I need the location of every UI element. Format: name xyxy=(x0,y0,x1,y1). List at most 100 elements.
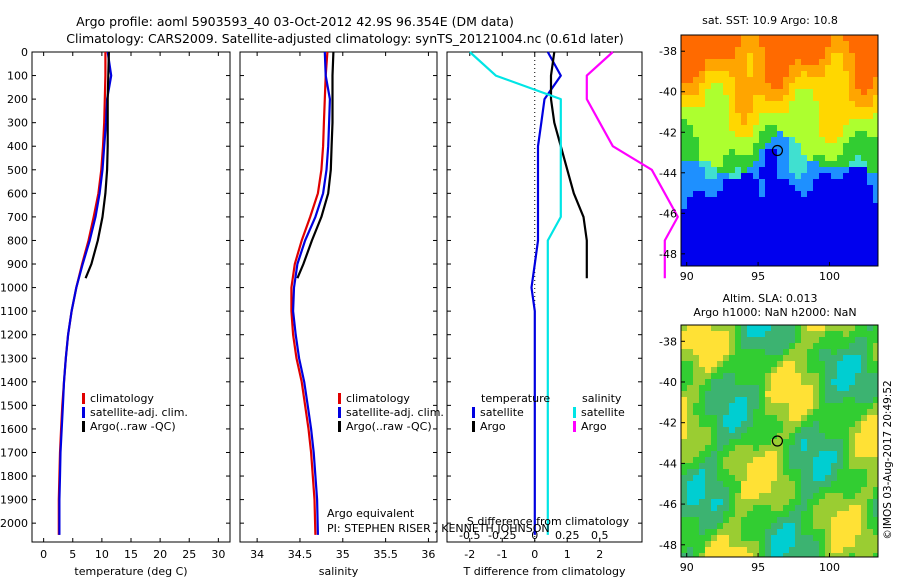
map-cell xyxy=(699,373,705,379)
map-cell xyxy=(867,209,873,215)
map-cell xyxy=(747,251,753,257)
map-cell xyxy=(843,445,849,451)
map-cell xyxy=(783,191,789,197)
map-cell xyxy=(831,475,837,481)
map-cell xyxy=(747,263,753,266)
map-cell xyxy=(729,245,735,251)
map-cell xyxy=(813,47,819,53)
map-cell xyxy=(861,427,867,433)
map-cell xyxy=(723,119,729,125)
map-cell xyxy=(759,529,765,535)
map-cell xyxy=(855,89,861,95)
map-cell xyxy=(681,409,687,415)
map-cell xyxy=(861,197,867,203)
map-cell xyxy=(813,65,819,71)
map-cell xyxy=(759,143,765,149)
map-cell xyxy=(867,83,873,89)
map-cell xyxy=(813,487,819,493)
map-cell xyxy=(813,191,819,197)
map-cell xyxy=(735,101,741,107)
map-cell xyxy=(873,457,878,463)
map-cell xyxy=(735,209,741,215)
map-cell xyxy=(699,343,705,349)
map-cell xyxy=(855,361,861,367)
map-cell xyxy=(861,149,867,155)
map-cell xyxy=(747,469,753,475)
map-cell xyxy=(837,397,843,403)
map-cell xyxy=(735,161,741,167)
map-cell xyxy=(783,263,789,266)
map-cell xyxy=(747,373,753,379)
map-cell xyxy=(831,331,837,337)
map-cell xyxy=(765,463,771,469)
salinity-panel: 34 34.5 35 35.5 36salinityclimatologysatelli… xyxy=(239,51,444,578)
map-cell xyxy=(735,505,741,511)
map-cell xyxy=(843,155,849,161)
map-cell xyxy=(723,487,729,493)
map-cell xyxy=(801,119,807,125)
map-cell xyxy=(861,233,867,239)
map-cell xyxy=(831,523,837,529)
map-cell xyxy=(795,415,801,421)
map-cell xyxy=(723,517,729,523)
map-cell xyxy=(705,415,711,421)
map-cell xyxy=(681,35,687,41)
map-cell xyxy=(777,523,783,529)
map-cell xyxy=(741,511,747,517)
map-cell xyxy=(849,469,855,475)
map-cell xyxy=(753,373,759,379)
map-cell xyxy=(801,215,807,221)
map-cell xyxy=(843,161,849,167)
map-cell xyxy=(765,397,771,403)
map-cell xyxy=(801,263,807,266)
map-cell xyxy=(855,263,861,266)
map-cell xyxy=(807,421,813,427)
map-cell xyxy=(783,535,789,541)
map-cell xyxy=(873,523,878,529)
map-cell xyxy=(723,451,729,457)
map-cell xyxy=(795,397,801,403)
map-cell xyxy=(861,119,867,125)
map-cell xyxy=(741,251,747,257)
y-tick-label: 1300 xyxy=(0,352,28,365)
map-cell xyxy=(771,433,777,439)
map-cell xyxy=(819,143,825,149)
map-cell xyxy=(741,505,747,511)
map-cell xyxy=(747,523,753,529)
map-cell xyxy=(861,439,867,445)
map-cell xyxy=(771,457,777,463)
map-cell xyxy=(753,475,759,481)
map-cell xyxy=(867,155,873,161)
map-cell xyxy=(843,119,849,125)
map-cell xyxy=(831,89,837,95)
map-cell xyxy=(861,553,867,557)
map-cell xyxy=(687,155,693,161)
map-cell xyxy=(861,263,867,266)
map-cell xyxy=(813,125,819,131)
map-cell xyxy=(813,179,819,185)
map-cell xyxy=(783,59,789,65)
map-cell xyxy=(681,65,687,71)
map-cell xyxy=(729,113,735,119)
map-cell xyxy=(753,239,759,245)
map-cell xyxy=(777,257,783,263)
map-cell xyxy=(753,355,759,361)
map-cell xyxy=(813,227,819,233)
map-cell xyxy=(717,125,723,131)
map-cell xyxy=(741,47,747,53)
map-cell xyxy=(735,113,741,119)
map-cell xyxy=(795,173,801,179)
map-cell xyxy=(801,179,807,185)
map-cell xyxy=(801,77,807,83)
map-cell xyxy=(729,475,735,481)
map-cell xyxy=(747,463,753,469)
map-cell xyxy=(843,325,849,331)
map-cell xyxy=(819,179,825,185)
map-cell xyxy=(807,71,813,77)
map-cell xyxy=(795,523,801,529)
map-cell xyxy=(783,349,789,355)
map-cell xyxy=(849,451,855,457)
map-cell xyxy=(723,535,729,541)
map-cell xyxy=(813,131,819,137)
